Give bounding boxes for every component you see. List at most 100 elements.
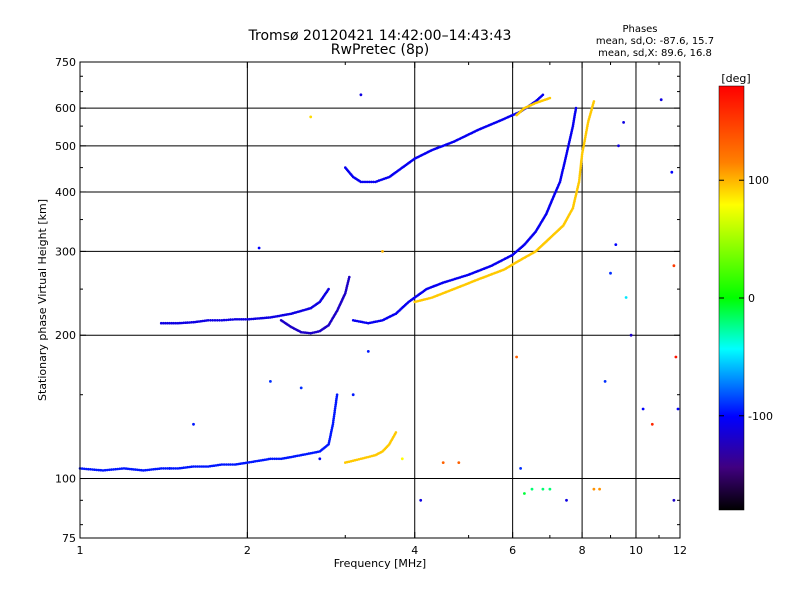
scatter-point (541, 487, 545, 491)
data-point (166, 467, 169, 470)
data-point (182, 321, 185, 325)
scatter-point (381, 250, 384, 253)
data-point (162, 321, 165, 325)
data-point (108, 468, 111, 472)
data-point (579, 166, 582, 170)
data-point (202, 465, 206, 468)
data-point (188, 321, 191, 324)
scatter-point (672, 264, 676, 268)
data-point (116, 467, 119, 471)
data-point (89, 468, 92, 471)
data-point (144, 468, 147, 472)
data-point (331, 421, 335, 424)
data-point (305, 331, 309, 335)
data-point (222, 318, 226, 322)
data-point (152, 468, 155, 471)
data-point (82, 467, 86, 471)
data-point (255, 317, 259, 320)
data-point (271, 457, 274, 461)
scatter-point (548, 487, 552, 491)
data-point (259, 316, 263, 320)
data-point (303, 331, 307, 334)
data-point (200, 465, 204, 468)
data-point (172, 321, 175, 325)
data-point (174, 321, 178, 325)
data-point (95, 468, 98, 472)
data-point (229, 318, 232, 321)
chart-subtitle: RwPretec (8p) (331, 42, 429, 58)
data-point (241, 318, 245, 321)
data-point (182, 466, 185, 470)
data-point (578, 174, 581, 178)
data-point (267, 316, 270, 319)
data-point (138, 468, 141, 472)
data-point (120, 467, 124, 470)
data-point (334, 403, 338, 406)
data-point (370, 180, 373, 184)
data-point (261, 316, 265, 320)
data-point (345, 460, 349, 464)
data-point (332, 415, 336, 418)
data-point (578, 178, 581, 182)
data-point (159, 321, 163, 325)
data-point (168, 321, 171, 325)
data-point (347, 460, 351, 464)
data-point (225, 318, 228, 322)
data-point (359, 180, 363, 184)
data-point (198, 465, 202, 468)
data-point (132, 468, 135, 471)
scatter-point (519, 467, 522, 470)
data-point (579, 160, 583, 164)
scatter-point (530, 487, 534, 491)
x-tick-label: 2 (244, 544, 251, 557)
x-tick-label: 8 (579, 544, 586, 557)
data-point (248, 317, 251, 321)
data-point (126, 467, 130, 471)
data-point (156, 467, 159, 471)
data-point (257, 317, 261, 320)
data-point (204, 465, 208, 468)
data-point (307, 331, 311, 335)
y-tick-label: 400 (55, 186, 76, 199)
data-point (301, 331, 305, 334)
data-point (335, 395, 339, 399)
data-point (578, 176, 581, 180)
colorbar-tick-label: 100 (748, 174, 769, 187)
scatter-point (565, 498, 568, 502)
data-point (218, 319, 221, 322)
scatter-point (629, 333, 633, 337)
scatter-point (650, 422, 654, 426)
data-point (213, 319, 217, 322)
data-point (231, 463, 235, 466)
scatter-point (676, 407, 680, 411)
data-point (250, 460, 253, 464)
y-tick-label: 600 (55, 102, 76, 115)
data-point (394, 431, 398, 434)
plot-frame (79, 61, 681, 539)
scatter-point (299, 386, 303, 390)
phases-o-stat: mean, sd,O: -87.6, 15.7 (596, 36, 714, 47)
y-tick-label: 750 (55, 56, 76, 69)
data-point (186, 321, 189, 324)
data-point (110, 468, 113, 471)
scatter-point (168, 467, 172, 470)
data-point (166, 321, 169, 325)
data-point (269, 457, 272, 461)
data-point (244, 318, 247, 321)
scatter-point (659, 98, 663, 102)
data-point (212, 464, 216, 468)
data-point (216, 319, 219, 322)
data-point (327, 287, 330, 291)
data-point (227, 463, 230, 466)
data-point (206, 319, 210, 322)
scatter-point (309, 115, 313, 119)
scatter-point (670, 170, 674, 174)
scatter-point (674, 355, 678, 359)
data-point (178, 466, 182, 470)
data-point (114, 467, 117, 471)
data-point (579, 164, 583, 168)
data-point (580, 158, 583, 162)
data-point (170, 467, 173, 470)
data-point (122, 467, 126, 470)
colorbar-tick-label: -100 (748, 410, 773, 423)
